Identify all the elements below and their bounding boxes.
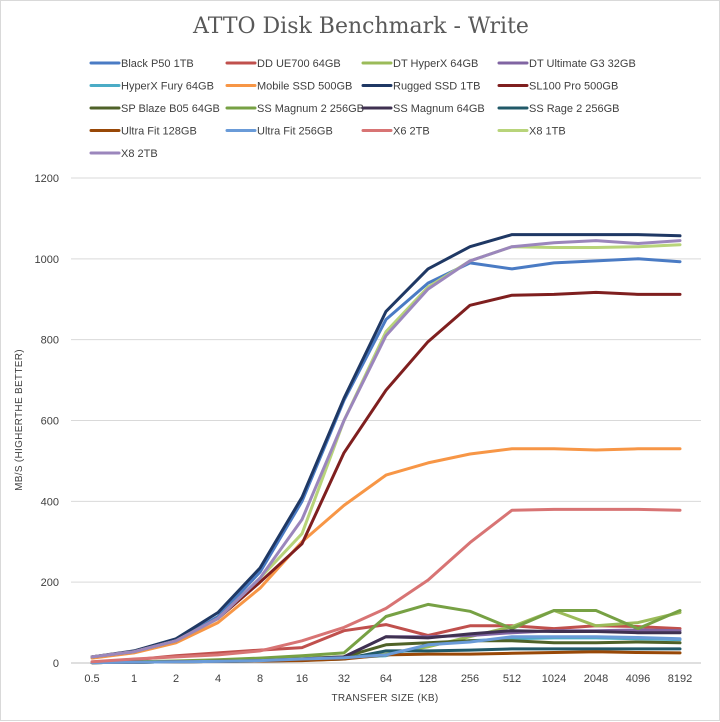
legend-item: SS Rage 2 256GB bbox=[497, 103, 620, 115]
legend-label: SS Magnum 64GB bbox=[393, 103, 485, 115]
legend-item: Mobile SSD 500GB bbox=[225, 81, 352, 93]
series-line-x6-2tb bbox=[90, 507, 682, 664]
series-line-mobile-ssd-500gb bbox=[90, 447, 682, 660]
legend-item: SS Magnum 2 256GB bbox=[225, 103, 364, 115]
y-axis-label: MB/S (HIGHERTHE BETTER) bbox=[14, 349, 25, 491]
legend: Black P50 1TB DD UE700 64GB DT HyperX 64GB… bbox=[89, 58, 636, 160]
x-tick-label: 8 bbox=[257, 673, 263, 685]
legend-label: SP Blaze B05 64GB bbox=[121, 103, 220, 115]
y-tick-label: 1200 bbox=[35, 173, 59, 185]
x-tick-label: 2048 bbox=[584, 673, 608, 685]
legend-label: Mobile SSD 500GB bbox=[257, 81, 352, 93]
y-tick-label: 0 bbox=[53, 658, 59, 670]
legend-label: SS Rage 2 256GB bbox=[529, 103, 620, 115]
legend-label: X6 2TB bbox=[393, 126, 430, 138]
y-axis-ticks: 0 200 400 600 800 1000 1200 bbox=[35, 173, 59, 670]
legend-label: Ultra Fit 128GB bbox=[121, 126, 197, 138]
legend-item: Black P50 1TB bbox=[89, 58, 194, 70]
y-tick-label: 1000 bbox=[35, 254, 59, 266]
x-tick-label: 4 bbox=[215, 673, 221, 685]
legend-label: SS Magnum 2 256GB bbox=[257, 103, 364, 115]
x-tick-label: 2 bbox=[173, 673, 179, 685]
legend-label: Rugged SSD 1TB bbox=[393, 81, 480, 93]
series-line-x8-2tb bbox=[90, 239, 682, 659]
legend-label: X8 2TB bbox=[121, 148, 158, 160]
legend-label: Black P50 1TB bbox=[121, 58, 194, 70]
legend-label: DD UE700 64GB bbox=[257, 58, 341, 70]
legend-item: SP Blaze B05 64GB bbox=[89, 103, 220, 115]
legend-label: Ultra Fit 256GB bbox=[257, 126, 333, 138]
legend-item: Ultra Fit 128GB bbox=[89, 126, 197, 138]
series-line-black-p50-1tb bbox=[90, 257, 682, 659]
x-axis-ticks: 0.5 1 2 4 8 16 32 64 128 256 512 1024 2048 4096 8192 bbox=[84, 673, 692, 685]
legend-item: HyperX Fury 64GB bbox=[89, 81, 214, 93]
x-tick-label: 256 bbox=[461, 673, 479, 685]
chart-title: ATTO Disk Benchmark - Write bbox=[192, 14, 529, 39]
y-tick-label: 800 bbox=[41, 335, 59, 347]
x-tick-label: 16 bbox=[296, 673, 308, 685]
legend-item: X6 2TB bbox=[361, 126, 430, 138]
series-lines bbox=[90, 233, 682, 665]
legend-item: X8 1TB bbox=[497, 126, 566, 138]
legend-item: Ultra Fit 256GB bbox=[225, 126, 333, 138]
legend-item: X8 2TB bbox=[89, 148, 158, 160]
x-tick-label: 64 bbox=[380, 673, 392, 685]
x-tick-label: 1 bbox=[131, 673, 137, 685]
x-tick-label: 8192 bbox=[668, 673, 692, 685]
y-tick-label: 600 bbox=[41, 416, 59, 428]
legend-item: DT HyperX 64GB bbox=[361, 58, 478, 70]
y-tick-label: 200 bbox=[41, 577, 59, 589]
legend-item: DT Ultimate G3 32GB bbox=[497, 58, 636, 70]
x-tick-label: 128 bbox=[419, 673, 437, 685]
legend-item: SS Magnum 64GB bbox=[361, 103, 485, 115]
x-tick-label: 0.5 bbox=[84, 673, 99, 685]
legend-item: DD UE700 64GB bbox=[225, 58, 341, 70]
x-tick-label: 512 bbox=[503, 673, 521, 685]
legend-label: SL100 Pro 500GB bbox=[529, 81, 618, 93]
legend-item: Rugged SSD 1TB bbox=[361, 81, 480, 93]
x-tick-label: 4096 bbox=[626, 673, 650, 685]
legend-label: DT HyperX 64GB bbox=[393, 58, 478, 70]
x-tick-label: 32 bbox=[338, 673, 350, 685]
y-tick-label: 400 bbox=[41, 496, 59, 508]
legend-label: X8 1TB bbox=[529, 126, 566, 138]
legend-label: DT Ultimate G3 32GB bbox=[529, 58, 636, 70]
series-line-rugged-ssd-1tb bbox=[90, 233, 682, 659]
gridlines bbox=[71, 177, 701, 664]
series-line-ultra-fit-256gb bbox=[90, 635, 682, 665]
x-axis-label: TRANSFER SIZE (KB) bbox=[331, 693, 438, 704]
legend-item: SL100 Pro 500GB bbox=[497, 81, 618, 93]
legend-label: HyperX Fury 64GB bbox=[121, 81, 214, 93]
x-tick-label: 1024 bbox=[542, 673, 566, 685]
